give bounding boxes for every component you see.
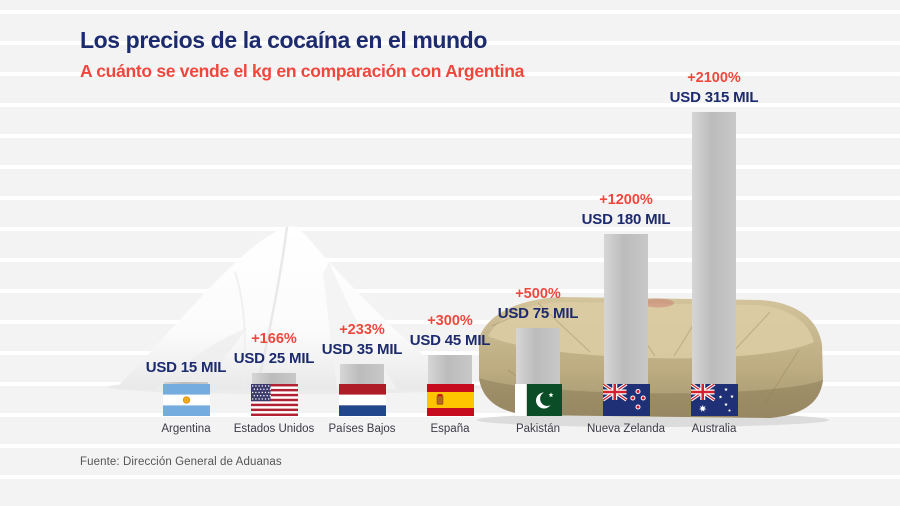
- flag-paises-bajos-icon: [338, 384, 386, 416]
- country-label-australia: Australia: [691, 423, 737, 435]
- country-label-pakistan: Pakistán: [515, 423, 561, 435]
- country-label-argentina: Argentina: [161, 423, 211, 435]
- country-label-espana: España: [430, 423, 470, 435]
- value-labels-australia: +2100% USD 315 MIL: [639, 69, 789, 107]
- country-label-paises-bajos: Países Bajos: [328, 423, 396, 435]
- flag-pakistan-icon: [514, 384, 562, 416]
- flag-argentina-icon: [162, 384, 210, 416]
- price-label-nueva-zelanda: USD 180 MIL: [581, 211, 671, 228]
- bar-australia: [692, 112, 736, 416]
- flag-australia-icon: [690, 384, 738, 416]
- value-labels-paises-bajos: +233% USD 35 MIL: [287, 321, 437, 359]
- pct-vs-argentina-nueva-zelanda: +1200%: [599, 192, 653, 208]
- pct-vs-argentina-estados-unidos: +166%: [251, 331, 297, 347]
- value-labels-nueva-zelanda: +1200% USD 180 MIL: [551, 191, 701, 229]
- value-labels-pakistan: +500% USD 75 MIL: [463, 285, 613, 323]
- pct-vs-argentina-espana: +300%: [427, 313, 473, 329]
- page-subtitle: A cuánto se vende el kg en comparación c…: [80, 61, 525, 81]
- flag-nueva-zelanda-icon: [602, 384, 650, 416]
- value-labels-espana: +300% USD 45 MIL: [375, 312, 525, 350]
- value-labels-estados-unidos: +166% USD 25 MIL: [199, 330, 349, 368]
- price-label-paises-bajos: USD 35 MIL: [321, 341, 403, 358]
- price-label-espana: USD 45 MIL: [409, 332, 491, 349]
- pct-vs-argentina-pakistan: +500%: [515, 286, 561, 302]
- price-label-australia: USD 315 MIL: [669, 89, 759, 106]
- price-label-pakistan: USD 75 MIL: [497, 305, 579, 322]
- flag-espana-icon: [426, 384, 474, 416]
- source-note: Fuente: Dirección General de Aduanas: [80, 456, 282, 468]
- country-label-estados-unidos: Estados Unidos: [233, 423, 315, 435]
- price-label-argentina: USD 15 MIL: [145, 359, 227, 376]
- price-label-estados-unidos: USD 25 MIL: [233, 350, 315, 367]
- country-label-nueva-zelanda: Nueva Zelanda: [587, 423, 665, 435]
- flag-estados-unidos-icon: [250, 384, 298, 416]
- value-labels-argentina: USD 15 MIL: [111, 358, 261, 377]
- pct-vs-argentina-paises-bajos: +233%: [339, 322, 385, 338]
- page-title: Los precios de la cocaína en el mundo: [80, 27, 487, 53]
- pct-vs-argentina-australia: +2100%: [687, 70, 741, 86]
